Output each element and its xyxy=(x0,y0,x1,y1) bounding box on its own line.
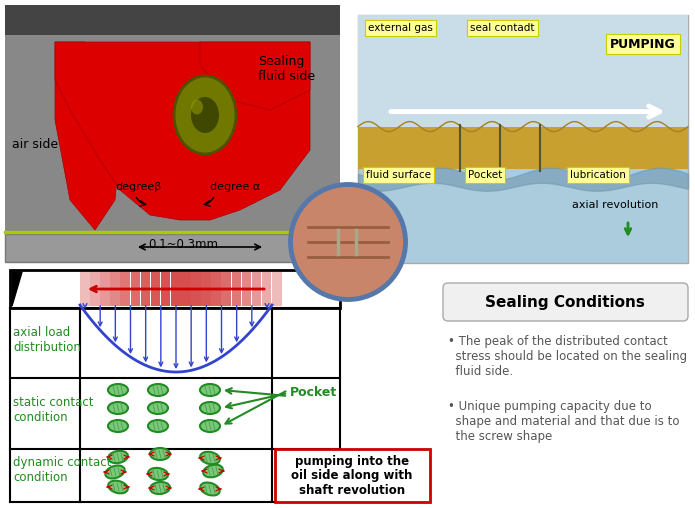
Polygon shape xyxy=(200,42,310,110)
Bar xyxy=(252,272,261,306)
Bar xyxy=(358,15,688,126)
Text: external gas: external gas xyxy=(368,23,433,33)
Ellipse shape xyxy=(148,468,168,480)
Ellipse shape xyxy=(203,465,223,478)
Bar xyxy=(202,272,211,306)
Bar xyxy=(140,272,150,306)
Ellipse shape xyxy=(200,452,220,464)
Bar xyxy=(191,272,201,306)
Ellipse shape xyxy=(200,420,220,432)
Bar xyxy=(5,5,340,35)
Bar xyxy=(151,272,161,306)
Polygon shape xyxy=(55,42,310,220)
Ellipse shape xyxy=(174,76,236,154)
Text: dynamic contact
condition: dynamic contact condition xyxy=(13,456,111,484)
Bar xyxy=(131,272,140,306)
Text: • The peak of the distributed contact
  stress should be located on the sealing
: • The peak of the distributed contact st… xyxy=(448,335,687,378)
Bar xyxy=(272,272,281,306)
Ellipse shape xyxy=(200,402,220,414)
Ellipse shape xyxy=(106,465,124,479)
Text: air side: air side xyxy=(12,138,58,151)
Polygon shape xyxy=(12,272,22,306)
Ellipse shape xyxy=(200,384,220,396)
Ellipse shape xyxy=(191,97,219,133)
Ellipse shape xyxy=(148,420,168,432)
Ellipse shape xyxy=(108,402,128,414)
Text: • Unique pumping capacity due to
  shape and material and that due is to
  the s: • Unique pumping capacity due to shape a… xyxy=(448,400,680,443)
Text: Pocket: Pocket xyxy=(290,387,337,399)
Text: lubrication: lubrication xyxy=(570,170,626,180)
Ellipse shape xyxy=(191,100,203,114)
Bar xyxy=(120,272,130,306)
Text: fluid surface: fluid surface xyxy=(366,170,431,180)
Bar xyxy=(171,272,181,306)
Ellipse shape xyxy=(108,451,128,463)
Text: pumping into the
oil side along with
shaft revolution: pumping into the oil side along with sha… xyxy=(291,455,413,497)
Bar xyxy=(5,234,340,262)
Bar xyxy=(211,272,221,306)
Bar xyxy=(161,272,170,306)
FancyBboxPatch shape xyxy=(443,283,688,321)
Ellipse shape xyxy=(108,420,128,432)
Bar xyxy=(242,272,252,306)
Ellipse shape xyxy=(148,384,168,396)
Text: axial load
distribution: axial load distribution xyxy=(13,326,81,354)
Text: seal contadt: seal contadt xyxy=(470,23,534,33)
Text: axial revolution: axial revolution xyxy=(572,200,658,210)
Polygon shape xyxy=(55,42,120,230)
Ellipse shape xyxy=(108,384,128,396)
Bar xyxy=(5,35,340,260)
FancyBboxPatch shape xyxy=(275,449,430,502)
Text: PUMPING: PUMPING xyxy=(610,38,676,50)
Ellipse shape xyxy=(200,483,220,495)
Text: degreeβ: degreeβ xyxy=(115,182,161,192)
Text: degree α: degree α xyxy=(210,182,260,192)
Text: 0.1~0.3mm: 0.1~0.3mm xyxy=(148,238,218,251)
Bar xyxy=(231,272,241,306)
Bar xyxy=(111,272,120,306)
Bar xyxy=(358,15,688,263)
Ellipse shape xyxy=(108,481,128,493)
Bar xyxy=(262,272,272,306)
Bar xyxy=(90,272,99,306)
Bar xyxy=(80,272,90,306)
Ellipse shape xyxy=(150,482,170,494)
Ellipse shape xyxy=(148,402,168,414)
Ellipse shape xyxy=(150,448,170,460)
Text: Sealing Conditions: Sealing Conditions xyxy=(485,295,645,309)
Bar xyxy=(10,270,340,308)
Bar xyxy=(100,272,110,306)
Bar xyxy=(181,272,190,306)
Ellipse shape xyxy=(291,184,405,300)
Text: Pocket: Pocket xyxy=(468,170,502,180)
Bar xyxy=(358,126,688,169)
Text: static contact
condition: static contact condition xyxy=(13,396,94,424)
Bar xyxy=(222,272,231,306)
Text: Sealing
fluid side: Sealing fluid side xyxy=(258,55,315,83)
